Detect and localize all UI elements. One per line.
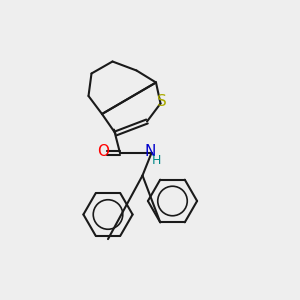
Text: H: H [151,154,161,167]
Text: O: O [98,144,110,159]
Text: S: S [157,94,167,110]
Text: N: N [144,144,156,159]
